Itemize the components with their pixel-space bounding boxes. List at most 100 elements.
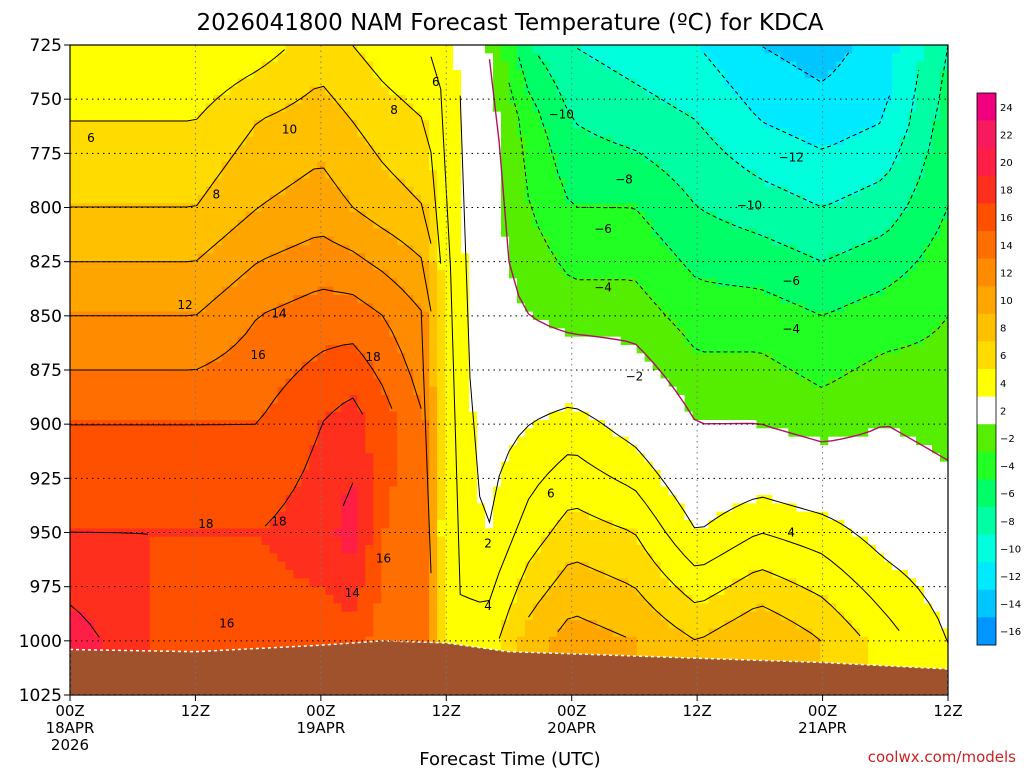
temperature-cell [453,303,462,313]
temperature-cell [485,445,494,454]
temperature-cell [477,195,486,204]
temperature-cell [509,353,518,363]
temperature-cell [261,511,271,521]
temperature-cell [540,120,550,129]
temperature-cell [373,611,382,621]
temperature-cell [77,503,87,513]
temperature-cell [477,120,486,129]
temperature-cell [85,511,95,521]
temperature-cell [469,336,478,346]
temperature-cell [397,120,406,129]
temperature-cell [189,161,199,171]
temperature-cell [93,378,103,388]
temperature-cell [381,145,390,154]
temperature-cell [556,245,566,254]
temperature-cell [101,61,111,71]
temperature-cell [381,295,390,304]
temperature-cell [365,528,374,538]
temperature-cell [421,53,430,63]
temperature-cell [461,528,470,538]
temperature-cell [269,145,279,154]
temperature-cell [133,570,143,579]
temperature-cell [317,578,327,588]
temperature-cell [237,395,247,404]
temperature-cell [333,61,342,71]
temperature-cell [189,270,199,279]
temperature-cell [397,286,406,296]
temperature-cell [524,620,534,629]
temperature-cell [205,303,215,313]
temperature-cell [197,578,207,588]
temperature-cell [181,511,191,521]
temperature-cell [117,378,127,388]
temperature-cell [125,95,135,104]
temperature-cell [237,45,247,54]
temperature-cell [397,536,406,546]
temperature-cell [477,236,486,246]
temperature-cell [309,478,319,488]
temperature-cell [149,403,159,413]
temperature-cell [461,345,470,354]
temperature-cell [293,495,303,504]
temperature-cell [572,620,582,629]
temperature-cell [237,120,247,129]
temperature-cell [229,320,239,329]
temperature-cell [253,161,263,171]
temperature-cell [413,45,422,54]
temperature-cell [509,345,518,354]
temperature-cell [85,136,95,146]
temperature-cell [189,411,199,421]
temperature-cell [269,486,279,496]
temperature-cell [309,220,319,229]
temperature-cell [229,453,239,463]
temperature-cell [421,586,430,596]
temperature-cell [509,78,518,88]
temperature-cell [509,120,518,129]
temperature-cell [381,328,390,338]
temperature-cell [532,311,542,321]
temperature-cell [429,236,438,246]
temperature-cell [516,78,526,88]
temperature-cell [101,436,111,446]
temperature-cell [165,603,175,613]
temperature-cell [453,378,462,388]
temperature-cell [341,161,350,171]
temperature-cell [365,353,374,363]
temperature-cell [532,503,542,513]
temperature-cell [580,78,590,88]
temperature-cell [197,120,207,129]
temperature-cell [117,461,127,471]
temperature-cell [205,411,215,421]
temperature-cell [485,128,494,138]
temperature-cell [269,228,279,238]
temperature-cell [501,445,510,454]
temperature-cell [101,270,111,279]
temperature-cell [453,295,462,304]
temperature-cell [197,595,207,604]
temperature-cell [429,136,438,146]
temperature-cell [516,586,526,596]
temperature-cell [365,378,374,388]
temperature-cell [349,195,358,204]
temperature-cell [109,228,119,238]
temperature-cell [117,620,127,629]
temperature-cell [173,645,183,654]
temperature-cell [109,236,119,246]
temperature-cell [572,211,582,221]
temperature-cell [509,170,518,179]
temperature-cell [333,278,342,288]
temperature-cell [548,461,558,471]
temperature-cell [181,86,191,96]
temperature-cell [524,461,534,471]
temperature-cell [453,353,462,363]
temperature-cell [293,578,303,588]
temperature-cell [301,161,311,171]
temperature-cell [564,153,574,163]
temperature-cell [205,578,215,588]
temperature-cell [445,61,454,71]
temperature-cell [421,236,430,246]
temperature-cell [405,620,414,629]
temperature-cell [229,253,239,263]
temperature-cell [532,520,542,529]
temperature-cell [509,553,518,563]
